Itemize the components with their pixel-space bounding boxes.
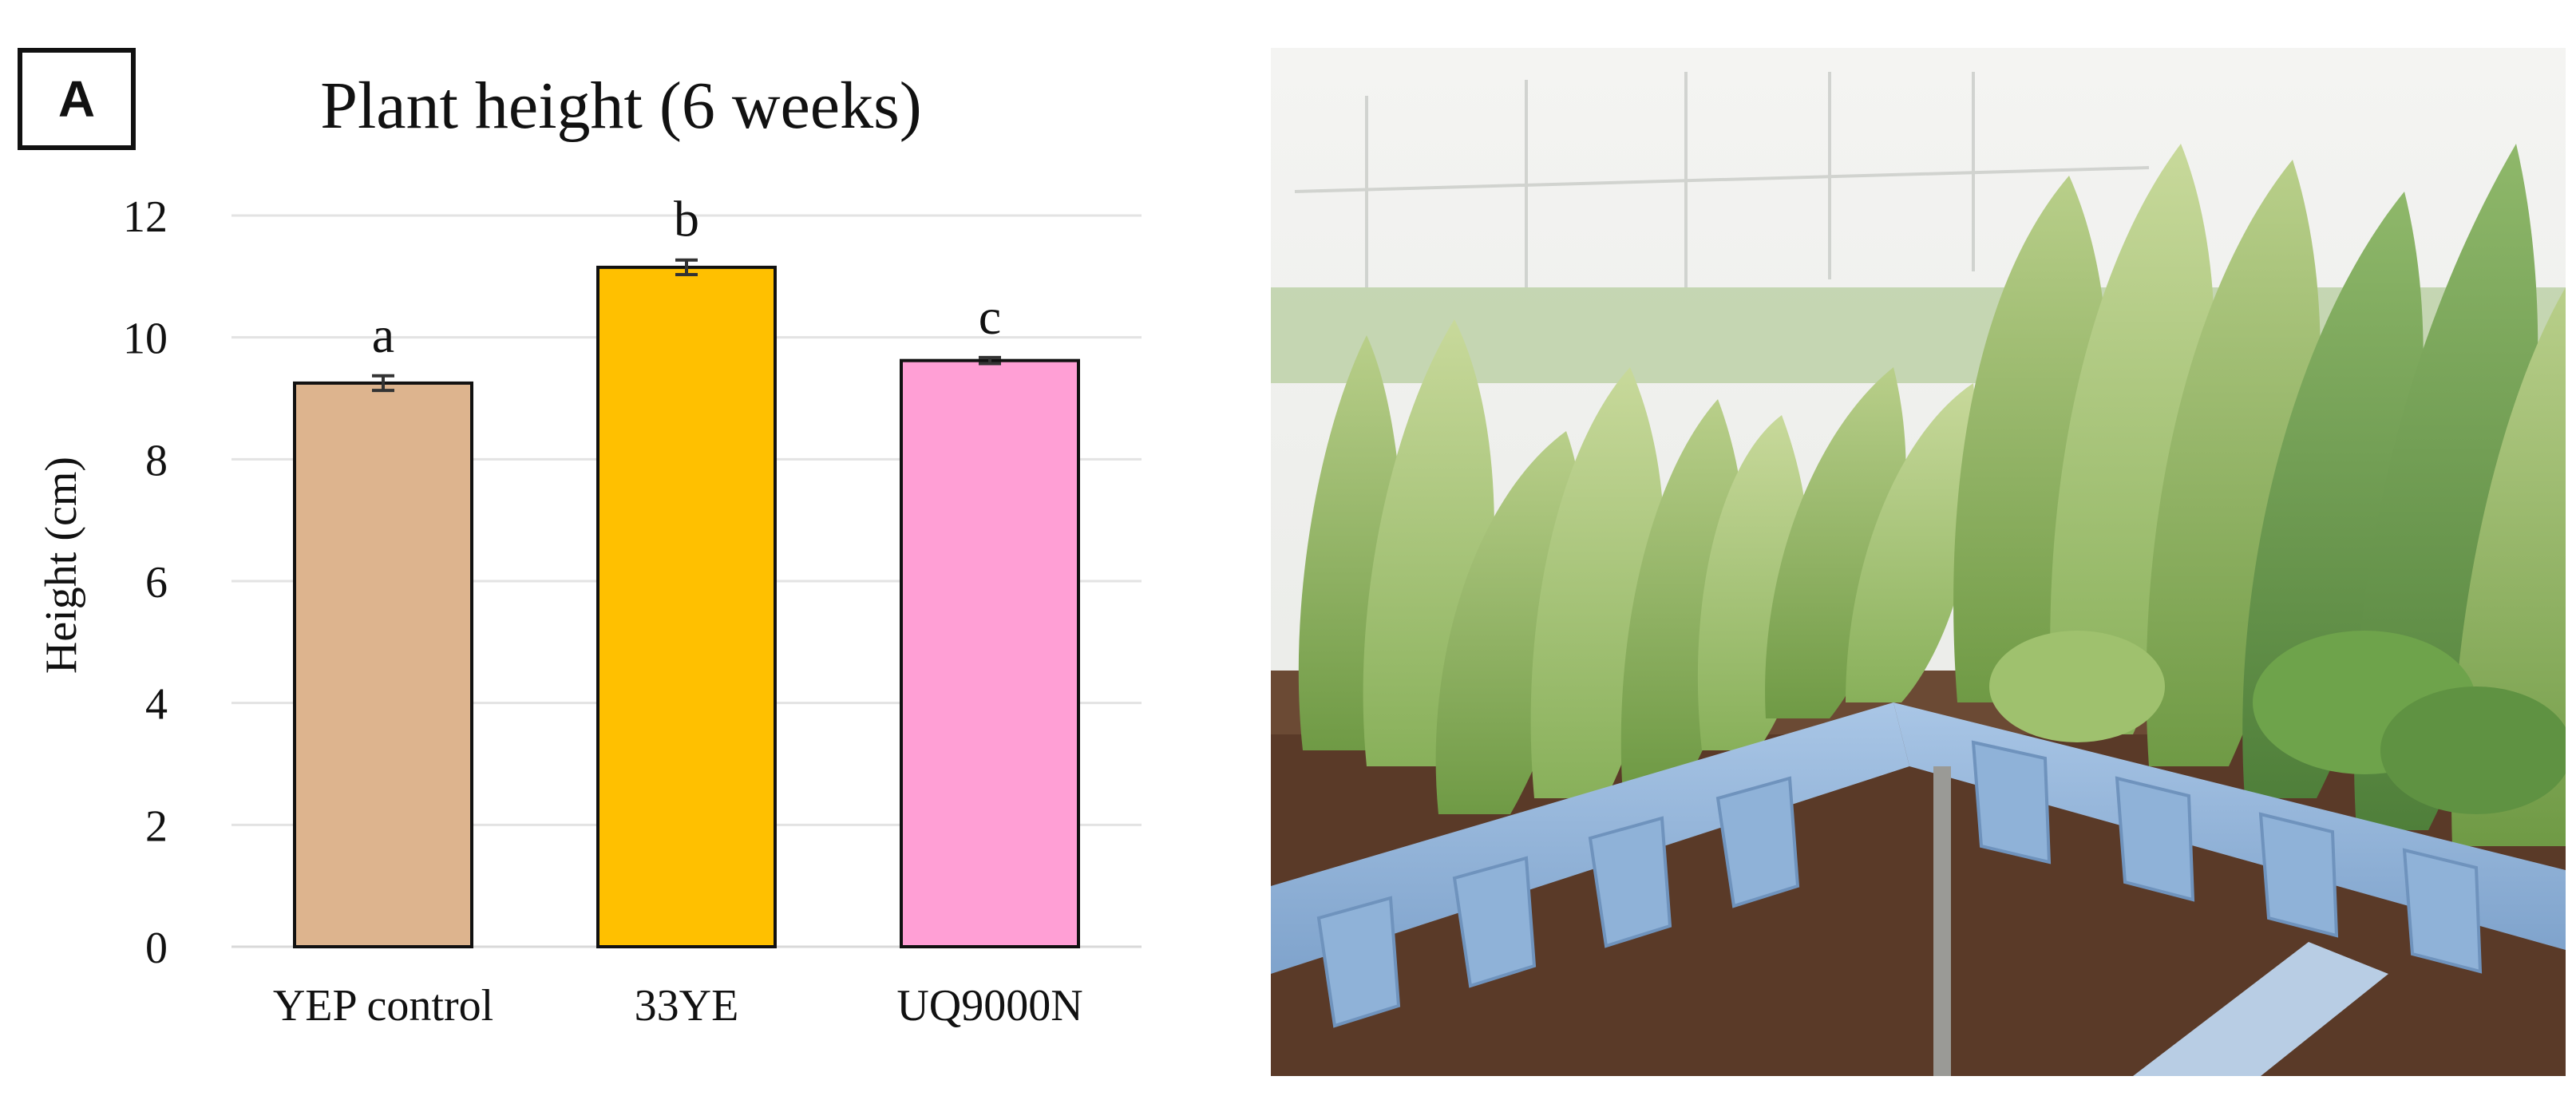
y-tick-label: 10 — [123, 315, 168, 364]
bar-chart: Plant height (6 weeks) Height (cm) 0 2 4 6 8… — [37, 69, 1142, 1031]
x-tick-labels: YEP control 33YE UQ9000N — [273, 981, 1083, 1031]
bars — [293, 265, 1080, 948]
x-tick-label: UQ9000N — [896, 981, 1082, 1031]
error-bars — [372, 258, 1001, 393]
bar — [596, 265, 777, 948]
y-tick-label: 4 — [145, 680, 168, 730]
y-tick-labels: 0 2 4 6 8 10 12 — [123, 192, 168, 973]
y-tick-label: 12 — [123, 192, 168, 242]
x-tick-label: YEP control — [273, 981, 493, 1031]
y-tick-label: 8 — [145, 436, 168, 485]
y-tick-label: 2 — [145, 801, 168, 851]
y-axis-label: Height (cm) — [37, 457, 86, 674]
significance-letter: a — [372, 307, 394, 363]
bar — [293, 381, 473, 948]
significance-letter: b — [674, 191, 699, 247]
significance-letters: a b c — [372, 191, 1001, 363]
x-tick-label: 33YE — [635, 981, 739, 1031]
y-tick-label: 6 — [145, 558, 168, 607]
panel-a-label: A — [18, 48, 136, 150]
chart-title: Plant height (6 weeks) — [320, 69, 922, 143]
significance-letter: c — [979, 288, 1001, 345]
bar — [900, 358, 1080, 948]
lettuce-seedlings-photo — [1271, 48, 2566, 1076]
y-tick-label: 0 — [145, 924, 168, 973]
